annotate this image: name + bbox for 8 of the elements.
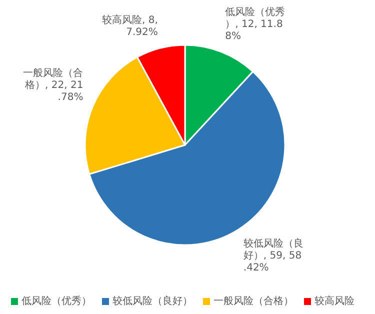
data-label: 较高风险, 8, 7.92% [102,14,158,38]
data-label: 较低风险（良好）, 59, 58.42% [243,238,304,274]
data-label: 一般风险（合格）, 22, 21.78% [23,66,84,103]
legend-label: 较高风险 [314,296,354,307]
legend-label: 低风险（优秀） [22,296,92,307]
legend-label: 较低风险（良好） [112,296,192,307]
legend-label: 一般风险（合格） [214,296,294,307]
data-label: 低风险（优秀）, 12, 11.88% [225,6,286,42]
